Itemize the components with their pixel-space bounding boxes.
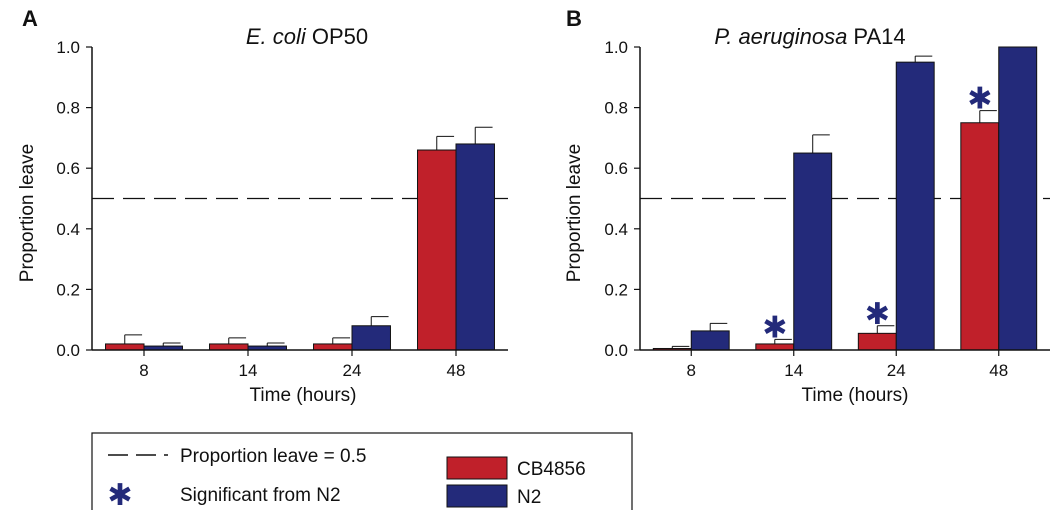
x-tick-label: 8 [139, 361, 148, 380]
panel-title: E. coli OP50 [246, 24, 368, 49]
panel-title-italic: P. aeruginosa [714, 24, 847, 49]
legend: Proportion leave = 0.5 ✱ Significant fro… [91, 432, 633, 510]
y-axis-label: Proportion leave [564, 144, 585, 282]
panel-title: P. aeruginosa PA14 [714, 24, 905, 49]
y-tick-label: 0.8 [604, 99, 628, 118]
plot-area: 8 14 24 48 0.0 0.2 0.4 0.6 0.8 1.0 [56, 38, 508, 380]
x-tick-label: 24 [343, 361, 362, 380]
y-tick-label: 0.8 [56, 99, 80, 118]
bar [998, 46, 1038, 351]
legend-star-icon: ✱ [107, 479, 132, 510]
y-tick-label: 0.6 [56, 159, 80, 178]
bar [895, 61, 935, 351]
x-axis-label: Time (hours) [250, 385, 357, 406]
bar [313, 343, 353, 351]
y-tick-label: 0.0 [604, 341, 628, 360]
panel-letter: B [566, 6, 582, 31]
x-tick-label: 14 [239, 361, 258, 380]
y-tick-label: 0.4 [604, 220, 628, 239]
bar [857, 332, 897, 351]
bar [455, 143, 495, 351]
legend-box [91, 432, 633, 510]
significance-star-icon: ✱ [865, 298, 890, 331]
x-tick-label: 48 [989, 361, 1008, 380]
y-tick-label: 0.2 [604, 280, 628, 299]
bar [960, 122, 1000, 351]
y-tick-label: 1.0 [56, 38, 80, 57]
bar [755, 343, 795, 351]
legend-series-label: CB4856 [517, 459, 586, 480]
legend-series-label: N2 [517, 487, 541, 508]
panel-a: A E. coli OP50 Time (hours) Proportion l… [17, 6, 508, 406]
x-tick-label: 24 [887, 361, 906, 380]
panel-b: B P. aeruginosa PA14 Time (hours) Propor… [564, 6, 1050, 406]
legend-swatch-n2 [446, 484, 508, 508]
panel-letter: A [22, 6, 38, 31]
legend-swatch-cb4856 [446, 456, 508, 480]
x-tick-label: 48 [447, 361, 466, 380]
panel-title-rest: OP50 [306, 24, 368, 49]
x-tick-label: 8 [687, 361, 696, 380]
y-tick-label: 0.4 [56, 220, 80, 239]
y-tick-label: 0.6 [604, 159, 628, 178]
y-axis-label: Proportion leave [17, 144, 38, 282]
legend-star-label: Significant from N2 [180, 485, 341, 506]
bar [690, 330, 730, 351]
significance-star-icon: ✱ [967, 83, 992, 116]
panel-title-italic: E. coli [246, 24, 307, 49]
x-axis-label: Time (hours) [802, 385, 909, 406]
plot-area: 8 ✱ 14 ✱ 24 ✱ 48 0.0 0.2 0.4 0.6 0.8 1.0 [604, 38, 1050, 380]
bar [417, 149, 457, 351]
legend-dashed-label: Proportion leave = 0.5 [180, 446, 366, 467]
y-tick-label: 1.0 [604, 38, 628, 57]
bar [209, 343, 249, 351]
bar [351, 325, 391, 351]
y-tick-label: 0.0 [56, 341, 80, 360]
y-tick-label: 0.2 [56, 280, 80, 299]
bar [793, 152, 833, 351]
x-tick-label: 14 [784, 361, 803, 380]
bar [105, 343, 145, 351]
panel-title-rest: PA14 [847, 24, 905, 49]
significance-star-icon: ✱ [762, 311, 787, 344]
